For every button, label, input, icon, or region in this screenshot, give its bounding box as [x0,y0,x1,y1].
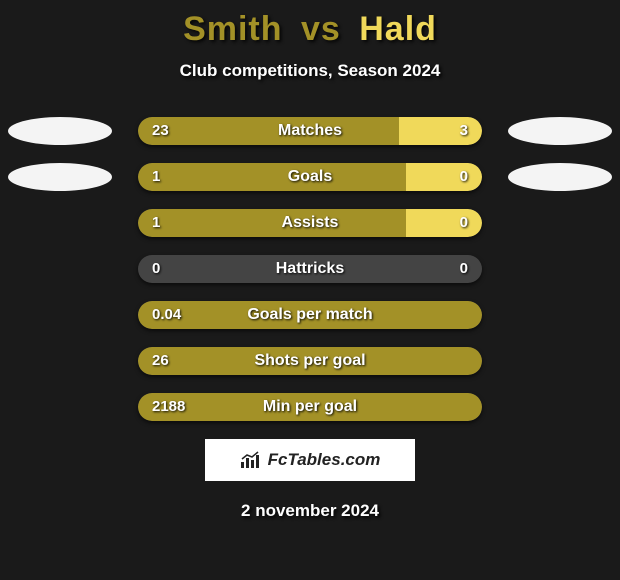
stat-segment-left [138,117,399,145]
stat-bar: 2188Min per goal [138,393,482,421]
stat-value-left: 0.04 [152,301,181,329]
brand-text: FcTables.com [268,450,381,470]
player1-avatar [8,117,112,145]
stat-label: Hattricks [138,255,482,283]
stat-row: 0 0Hattricks [0,255,620,283]
player2-avatar [508,163,612,191]
stat-value-left: 1 [152,209,160,237]
stat-bar: 233Matches [138,117,482,145]
date-label: 2 november 2024 [0,501,620,521]
stat-segment-right [406,163,482,191]
stat-segment-right [406,209,482,237]
comparison-infographic: Smith vs Hald Club competitions, Season … [0,0,620,580]
title: Smith vs Hald [0,10,620,49]
brand-watermark: FcTables.com [205,439,415,481]
stat-segment-left [138,209,406,237]
stat-row: 233Matches [0,117,620,145]
subtitle: Club competitions, Season 2024 [0,61,620,81]
stat-segment-left [138,163,406,191]
stat-bar: 10Assists [138,209,482,237]
stat-bar: 0 0Hattricks [138,255,482,283]
stat-bar: 0.04Goals per match [138,301,482,329]
stat-segment-right [399,117,482,145]
stat-segment-left [138,301,482,329]
stat-rows: 233Matches10Goals10Assists00Hattricks0.0… [0,117,620,421]
chart-icon [240,451,262,469]
player2-avatar [508,117,612,145]
player1-avatar [8,163,112,191]
stat-value-right: 0 [460,255,468,283]
stat-value-left: 1 [152,163,160,191]
stat-value-right: 3 [460,117,468,145]
stat-value-right: 0 [460,163,468,191]
stat-row: 10Goals [0,163,620,191]
stat-segment-left [138,347,482,375]
stat-row: 26Shots per goal [0,347,620,375]
player2-name: Hald [359,10,437,48]
stat-value-left: 26 [152,347,169,375]
stat-value-left: 0 [152,255,160,283]
stat-row: 0.04Goals per match [0,301,620,329]
stat-value-right: 0 [460,209,468,237]
stat-value-left: 23 [152,117,169,145]
stat-row: 2188Min per goal [0,393,620,421]
stat-bar: 10Goals [138,163,482,191]
stat-value-left: 2188 [152,393,185,421]
vs-label: vs [301,10,341,48]
stat-bar: 26Shots per goal [138,347,482,375]
player1-name: Smith [183,10,282,48]
stat-row: 10Assists [0,209,620,237]
stat-segment-left [138,393,482,421]
